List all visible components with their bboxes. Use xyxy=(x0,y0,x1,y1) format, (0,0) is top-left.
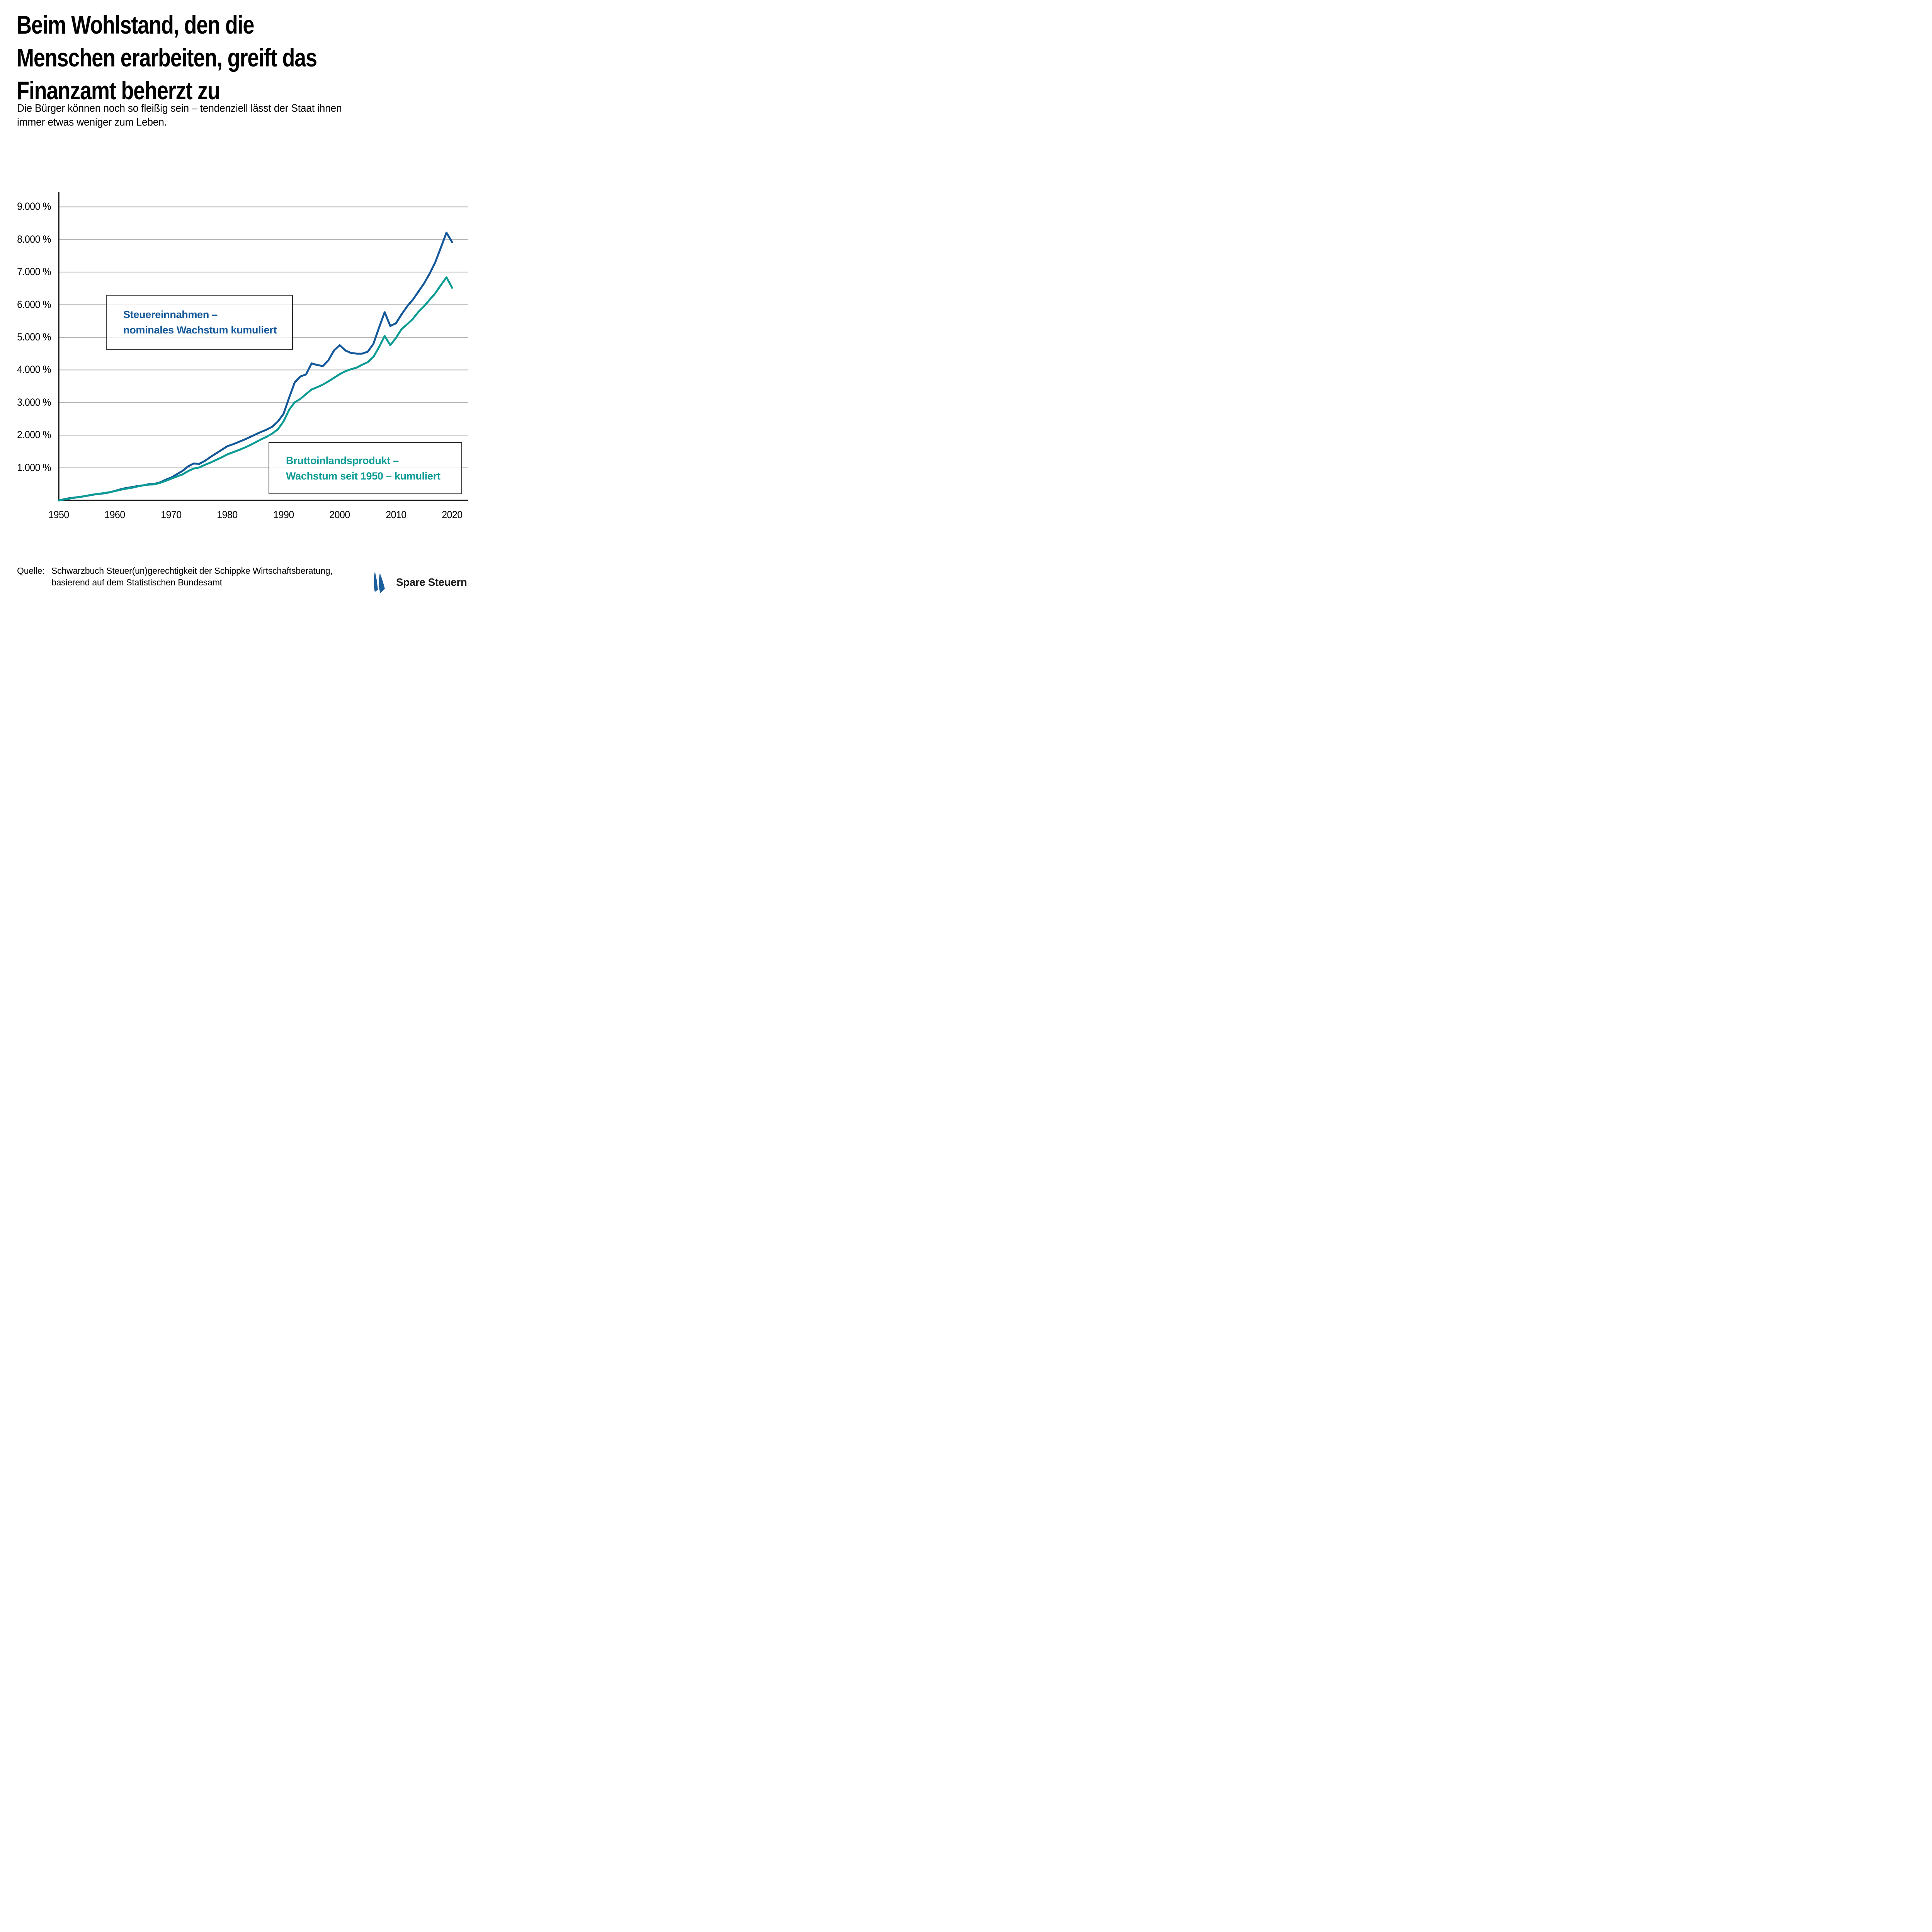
y-tick-label-8000: 8.000 % xyxy=(17,233,51,245)
y-tick-label-1000: 1.000 % xyxy=(17,461,51,473)
y-tick-label-3000: 3.000 % xyxy=(17,396,51,408)
legend-gdp-line-2: Wachstum seit 1950 – kumuliert xyxy=(286,470,440,482)
legend-tax-line-2: nominales Wachstum kumuliert xyxy=(123,324,277,336)
source-text: Schwarzbuch Steuer(un)gerechtigkeit der … xyxy=(51,565,333,588)
title-line-1: Beim Wohlstand, den die xyxy=(17,10,254,39)
page-title: Beim Wohlstand, den die Menschen erarbei… xyxy=(17,9,317,107)
legend-box-gdp: Bruttoinlandsprodukt – Wachstum seit 195… xyxy=(269,442,462,494)
legend-tax-line-1: Steuereinnahmen – xyxy=(123,309,218,320)
title-line-3: Finanzamt beherzt zu xyxy=(17,76,220,105)
x-tick-label-1980: 1980 xyxy=(217,509,238,520)
line-chart xyxy=(58,192,468,502)
x-tick-label-1970: 1970 xyxy=(161,509,182,520)
logo-text: Spare Steuern xyxy=(396,576,467,588)
x-tick-label-2020: 2020 xyxy=(442,509,463,520)
subtitle-line-2: immer etwas weniger zum Leben. xyxy=(17,116,167,128)
source-label: Quelle: xyxy=(17,566,45,576)
y-tick-label-4000: 4.000 % xyxy=(17,364,51,376)
source-note: Quelle: Schwarzbuch Steuer(un)gerechtigk… xyxy=(17,565,333,588)
x-tick-label-1990: 1990 xyxy=(273,509,294,520)
source-text-line-2: basierend auf dem Statistischen Bundesam… xyxy=(51,577,222,587)
source-text-line-1: Schwarzbuch Steuer(un)gerechtigkeit der … xyxy=(51,566,333,576)
gdp-line xyxy=(58,276,453,502)
y-tick-label-2000: 2.000 % xyxy=(17,429,51,441)
x-tick-label-2000: 2000 xyxy=(329,509,350,520)
spare-steuern-logo: Spare Steuern xyxy=(372,571,467,594)
title-line-2: Menschen erarbeiten, greift das xyxy=(17,43,317,72)
y-tick-label-6000: 6.000 % xyxy=(17,298,51,310)
sailboat-icon xyxy=(374,571,385,593)
x-tick-label-2010: 2010 xyxy=(385,509,406,520)
x-tick-label-1950: 1950 xyxy=(48,509,69,520)
legend-box-tax-revenue: Steuereinnahmen – nominales Wachstum kum… xyxy=(106,295,293,350)
page-subtitle: Die Bürger können noch so fleißig sein –… xyxy=(17,101,342,129)
legend-gdp-line-1: Bruttoinlandsprodukt – xyxy=(286,454,399,466)
y-tick-label-9000: 9.000 % xyxy=(17,201,51,213)
y-tick-label-7000: 7.000 % xyxy=(17,266,51,278)
subtitle-line-1: Die Bürger können noch so fleißig sein –… xyxy=(17,102,342,114)
infographic-page: Beim Wohlstand, den die Menschen erarbei… xyxy=(0,0,483,607)
x-tick-label-1960: 1960 xyxy=(104,509,126,520)
y-tick-label-5000: 5.000 % xyxy=(17,331,51,343)
